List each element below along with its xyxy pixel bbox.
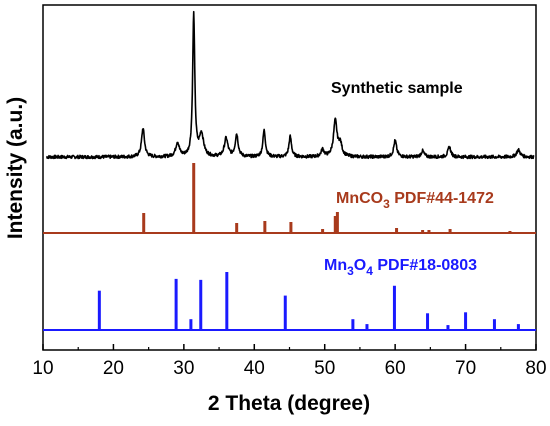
x-tick-label-10: 10 [32,358,53,379]
series-label-mn3o4: Mn3O4 PDF#18-0803 [324,257,477,278]
x-tick-label-40: 40 [244,358,265,379]
x-tick-label-60: 60 [385,358,406,379]
x-tick-label-50: 50 [314,358,335,379]
x-tick-label-30: 30 [173,358,194,379]
series-line-synthetic-sample [46,10,535,160]
series-label-synthetic: Synthetic sample [331,80,463,97]
x-axis-ticks: 10 20 30 40 50 60 70 80 [32,344,547,379]
x-tick-label-20: 20 [103,358,124,379]
x-axis-title: 2 Theta (degree) [208,392,370,415]
series-label-mnco3: MnCO3 PDF#44-1472 [336,190,494,211]
y-axis-title: Intensity (a.u.) [4,97,27,239]
x-tick-label-80: 80 [525,358,546,379]
x-tick-label-70: 70 [455,358,476,379]
series-layer [43,10,536,331]
plot-frame [42,4,537,351]
